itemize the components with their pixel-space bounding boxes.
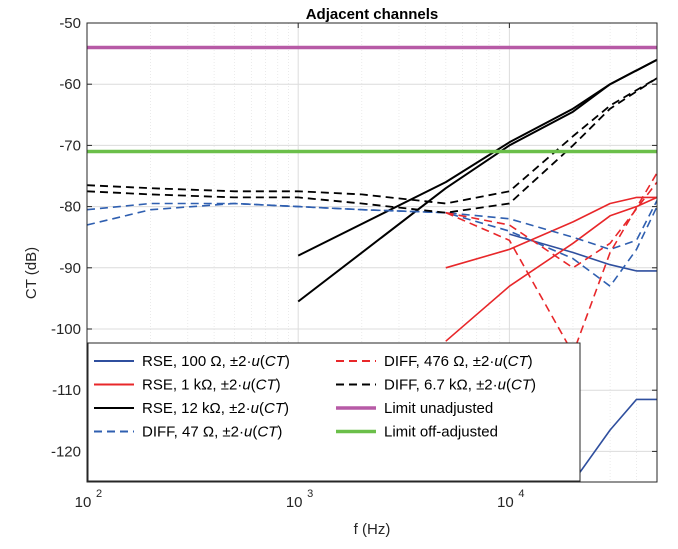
legend-label-limit_off: Limit off-adjusted xyxy=(384,424,498,441)
series-line-rse1k xyxy=(445,196,657,269)
x-tick-exponent: 3 xyxy=(307,488,313,500)
y-tick-label: -90 xyxy=(59,260,81,277)
legend-label-diff476: DIFF, 476 Ω, ±2·u(CT) xyxy=(384,353,533,370)
series-line-diff67k xyxy=(87,77,657,214)
y-tick-label: -100 xyxy=(51,321,81,338)
x-tick-label: 10 xyxy=(75,494,92,511)
series-line-diff476 xyxy=(445,181,657,269)
legend-label-diff47: DIFF, 47 Ω, ±2·u(CT) xyxy=(142,424,282,441)
series-line-rse100 xyxy=(572,398,657,482)
series-line-rse12k xyxy=(297,58,657,303)
plot-frame xyxy=(86,22,658,483)
x-axis-label: f (Hz) xyxy=(354,521,391,538)
x-tick-exponent: 4 xyxy=(518,488,524,500)
chart-title: Adjacent channels xyxy=(306,6,439,23)
legend-box xyxy=(87,342,581,482)
y-tick-label: -70 xyxy=(59,137,81,154)
legend-label-rse12k: RSE, 12 kΩ, ±2·u(CT) xyxy=(142,400,289,417)
legend: RSE, 100 Ω, ±2·u(CT) RSE, 1 kΩ, ±2·u(CT) R… xyxy=(87,342,581,482)
x-tick-exponent: 2 xyxy=(96,488,102,500)
plot-lines xyxy=(87,45,657,482)
y-tick-label: -120 xyxy=(51,443,81,460)
y-tick-label: -60 xyxy=(59,76,81,93)
x-tick-label: 10 xyxy=(286,494,303,511)
series-line-diff67k xyxy=(87,77,657,205)
legend-label-rse100: RSE, 100 Ω, ±2·u(CT) xyxy=(142,353,290,370)
legend-label-limit_unadj: Limit unadjusted xyxy=(384,400,493,417)
ticks: -50 -60 -70 -80 -90 -100 -110 -120 10 2 10 3 10 4 xyxy=(51,15,657,511)
y-tick-label: -80 xyxy=(59,199,81,216)
y-axis-label: CT (dB) xyxy=(23,247,40,299)
series-line-diff47 xyxy=(87,200,657,251)
y-tick-label: -110 xyxy=(52,382,81,399)
legend-label-rse1k: RSE, 1 kΩ, ±2·u(CT) xyxy=(142,377,281,394)
x-tick-label: 10 xyxy=(497,494,514,511)
series-line-diff47 xyxy=(87,202,657,288)
y-tick-label: -50 xyxy=(59,15,81,32)
legend-label-diff67k: DIFF, 6.7 kΩ, ±2·u(CT) xyxy=(384,377,536,394)
series-line-rse100 xyxy=(509,233,657,272)
